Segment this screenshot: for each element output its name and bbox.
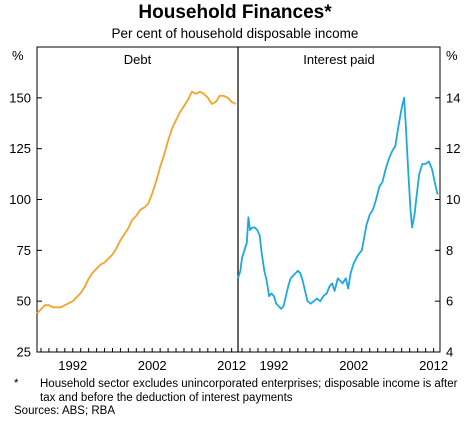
y-tick-label-left: 150 — [9, 90, 31, 105]
y-tick-label-left: 25 — [17, 345, 31, 360]
x-tick-label: 2012 — [419, 358, 448, 373]
chart-notes: * Household sector excludes unincorporat… — [14, 378, 464, 419]
plot-area: Debt 25 50 75 100 125 150 1992 2002 2012 Interest … — [9, 46, 460, 373]
debt-series-line — [36, 90, 237, 315]
y-tick-label-left: 50 — [17, 294, 31, 309]
footnote: * Household sector excludes unincorporat… — [14, 378, 464, 405]
y-tick-label-left: 75 — [17, 243, 31, 258]
x-tick-label: 1992 — [259, 358, 288, 373]
y-tick-label-right: 4 — [446, 345, 453, 360]
chart-svg: % % Debt 25 50 75 100 125 150 1992 2002 2012 Inter… — [9, 46, 460, 373]
x-tick-label: 2012 — [217, 358, 246, 373]
interest-series-line — [237, 96, 439, 310]
footnote-marker: * — [14, 378, 19, 390]
chart-subtitle: Per cent of household disposable income — [111, 26, 359, 41]
footnote-text: Household sector excludes unincorporated… — [40, 378, 458, 404]
y-tick-label-left: 100 — [9, 192, 31, 207]
y-tick-label-right: 6 — [446, 294, 453, 309]
x-tick-label: 2002 — [339, 358, 368, 373]
sources-text: Sources: ABS; RBA — [14, 405, 115, 417]
x-tick-label: 1992 — [58, 358, 87, 373]
x-tick-label: 2002 — [138, 358, 167, 373]
right-unit-label: % — [446, 48, 458, 63]
left-unit-label: % — [12, 48, 24, 63]
y-tick-label-right: 14 — [446, 90, 460, 105]
y-tick-label-left: 125 — [9, 141, 31, 156]
y-tick-label-right: 10 — [446, 192, 460, 207]
y-tick-label-right: 8 — [446, 243, 453, 258]
panel-label-debt: Debt — [124, 52, 152, 67]
chart-title: Household Finances* — [138, 2, 332, 23]
y-tick-label-right: 12 — [446, 141, 460, 156]
panel-label-interest: Interest paid — [303, 52, 375, 67]
